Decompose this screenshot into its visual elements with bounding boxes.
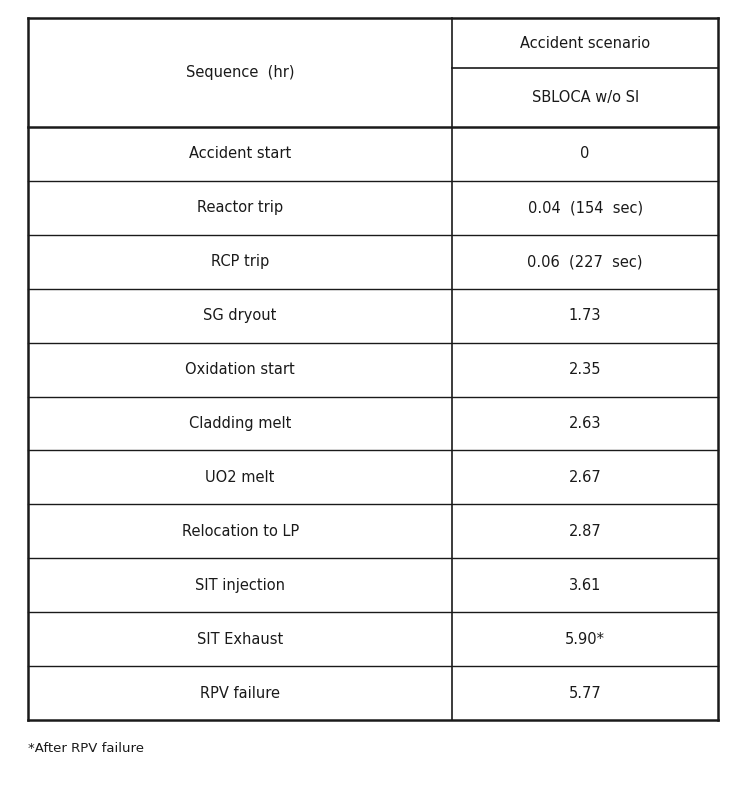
Text: 2.63: 2.63 <box>569 416 602 431</box>
Text: 5.77: 5.77 <box>569 685 602 700</box>
Text: 0: 0 <box>581 147 590 162</box>
Text: 1.73: 1.73 <box>569 309 602 323</box>
Text: 2.67: 2.67 <box>569 470 602 485</box>
Text: RCP trip: RCP trip <box>211 254 269 269</box>
Text: 5.90*: 5.90* <box>565 632 605 647</box>
Text: 0.04  (154  sec): 0.04 (154 sec) <box>528 200 643 215</box>
Text: UO2 melt: UO2 melt <box>205 470 275 485</box>
Text: 3.61: 3.61 <box>569 578 602 593</box>
Text: Accident start: Accident start <box>189 147 291 162</box>
Text: SIT Exhaust: SIT Exhaust <box>197 632 283 647</box>
Text: SG dryout: SG dryout <box>203 309 277 323</box>
Text: Cladding melt: Cladding melt <box>189 416 291 431</box>
Text: Oxidation start: Oxidation start <box>185 362 295 377</box>
Text: 2.87: 2.87 <box>569 524 602 539</box>
Text: *After RPV failure: *After RPV failure <box>28 742 144 754</box>
Text: SBLOCA w/o SI: SBLOCA w/o SI <box>531 90 638 105</box>
Text: Reactor trip: Reactor trip <box>197 200 283 215</box>
Text: Sequence  (hr): Sequence (hr) <box>186 65 294 80</box>
Text: Accident scenario: Accident scenario <box>520 35 650 50</box>
Text: SIT injection: SIT injection <box>195 578 285 593</box>
Text: Relocation to LP: Relocation to LP <box>182 524 299 539</box>
Text: 2.35: 2.35 <box>569 362 602 377</box>
Text: 0.06  (227  sec): 0.06 (227 sec) <box>528 254 643 269</box>
Text: RPV failure: RPV failure <box>200 685 280 700</box>
